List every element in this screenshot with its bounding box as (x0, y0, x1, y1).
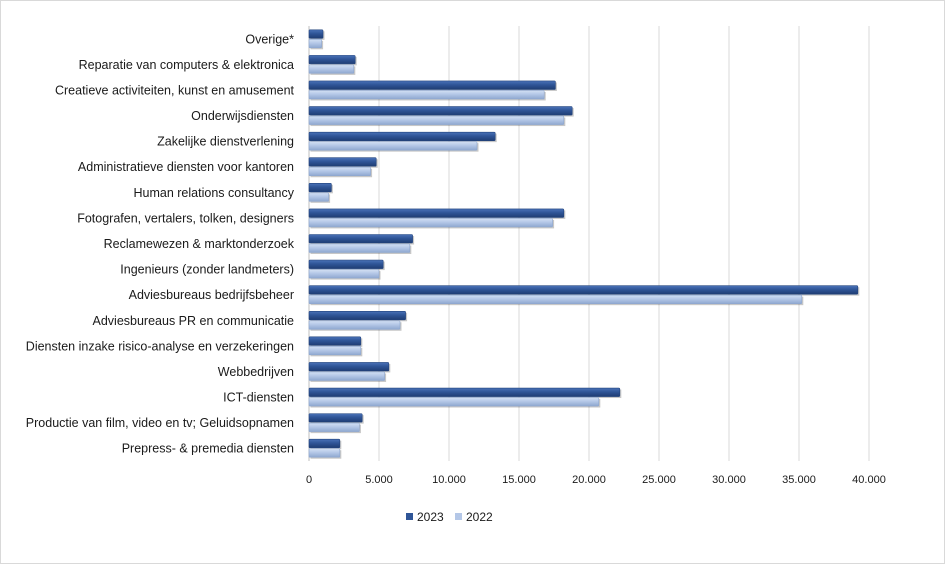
bar-2022-ict-diensten (308, 397, 600, 407)
legend-label-2022: 2022 (466, 510, 493, 524)
bar-2023-human-relations-consultancy (308, 183, 332, 193)
category-label: Productie van film, video en tv; Geluids… (26, 416, 294, 430)
category-label: Creatieve activiteiten, kunst en amuseme… (55, 83, 295, 97)
bar-2023-overige (308, 29, 324, 39)
category-label: Fotografen, vertalers, tolken, designers (77, 211, 294, 225)
bar-2023-diensten-inzake-risico-analyse-en-verzekeringen (308, 336, 362, 346)
x-tick-label: 20.000 (572, 474, 606, 486)
bar-2023-prepress-premedia-diensten (308, 438, 341, 449)
bar-2022-fotografen-vertalers-tolken-designers (308, 218, 553, 228)
bar-2023-adviesbureaus-bedrijfsbeheer (308, 285, 859, 295)
category-label: Zakelijke dienstverlening (157, 135, 294, 149)
bar-2022-reclamewezen-marktonderzoek (308, 243, 411, 253)
x-tick-label: 10.000 (432, 474, 466, 486)
bar-2023-onderwijsdiensten (308, 106, 573, 116)
category-label: Diensten inzake risico-analyse en verzek… (26, 339, 294, 353)
bar-2022-onderwijsdiensten (308, 115, 565, 125)
x-tick-labels: 0 5.000 10.000 15.000 20.000 25.000 30.000 35.0… (306, 474, 886, 486)
bar-2023-ingenieurs-zonder-landmeters (308, 259, 384, 269)
category-labels: Overige* Reparatie van computers & elektr… (26, 32, 295, 455)
category-label: Human relations consultancy (134, 186, 295, 200)
category-label: Adviesbureaus PR en communicatie (93, 314, 295, 328)
category-label: Reclamewezen & marktonderzoek (104, 237, 295, 251)
x-tick-label: 40.000 (852, 474, 886, 486)
x-tick-label: 15.000 (502, 474, 536, 486)
bar-2022-diensten-inzake-risico-analyse-en-verzekeringen (308, 346, 362, 356)
bar-2023-reparatie-van-computers-elektronica (308, 55, 356, 65)
bar-2023-fotografen-vertalers-tolken-designers (308, 208, 565, 218)
category-label: Administratieve diensten voor kantoren (78, 160, 294, 174)
x-tick-label: 0 (306, 474, 312, 486)
category-label: Overige* (245, 32, 294, 46)
bar-2022-ingenieurs-zonder-landmeters (308, 269, 380, 279)
category-label: Adviesbureaus bedrijfsbeheer (129, 288, 294, 302)
bar-2023-reclamewezen-marktonderzoek (308, 234, 413, 244)
bar-2022-administratieve-diensten-voor-kantoren (308, 166, 371, 177)
legend-swatch-2023 (406, 513, 413, 520)
legend-label-2023: 2023 (417, 510, 444, 524)
bar-2023-webbedrijven (308, 362, 390, 372)
category-label: Webbedrijven (218, 365, 294, 379)
category-label: Onderwijsdiensten (191, 109, 294, 123)
bar-2022-overige (308, 38, 322, 49)
bar-2022-adviesbureaus-pr-en-communicatie (308, 320, 401, 330)
legend-swatch-2022 (455, 513, 462, 520)
bar-2022-prepress-premedia-diensten (308, 448, 341, 458)
bar-2022-zakelijke-dienstverlening (308, 141, 478, 151)
x-tick-label: 35.000 (782, 474, 816, 486)
bar-2022-reparatie-van-computers-elektronica (308, 64, 355, 74)
bars (308, 29, 860, 459)
category-label: Reparatie van computers & elektronica (79, 58, 294, 72)
bar-2022-creatieve-activiteiten-kunst-en-amusement (308, 90, 545, 100)
x-tick-label: 5.000 (365, 474, 393, 486)
bar-2022-adviesbureaus-bedrijfsbeheer (308, 294, 803, 304)
bar-2023-creatieve-activiteiten-kunst-en-amusement (308, 80, 556, 90)
category-label: ICT-diensten (223, 391, 294, 405)
bar-2022-webbedrijven (308, 371, 385, 381)
bar-2022-human-relations-consultancy (308, 192, 329, 202)
bar-2023-adviesbureaus-pr-en-communicatie (308, 310, 406, 321)
x-tick-label: 25.000 (642, 474, 676, 486)
bar-2023-zakelijke-dienstverlening (308, 131, 496, 141)
x-tick-label: 30.000 (712, 474, 746, 486)
bar-2022-productie-van-film-video-en-tv-geluidsopnamen (308, 422, 360, 432)
legend: 2023 2022 (406, 510, 493, 524)
bar-2023-administratieve-diensten-voor-kantoren (308, 157, 377, 167)
category-label: Prepress- & premedia diensten (122, 442, 294, 456)
category-label: Ingenieurs (zonder landmeters) (120, 263, 294, 277)
bar-2023-ict-diensten (308, 387, 621, 397)
bar-2023-productie-van-film-video-en-tv-geluidsopnamen (308, 413, 363, 423)
